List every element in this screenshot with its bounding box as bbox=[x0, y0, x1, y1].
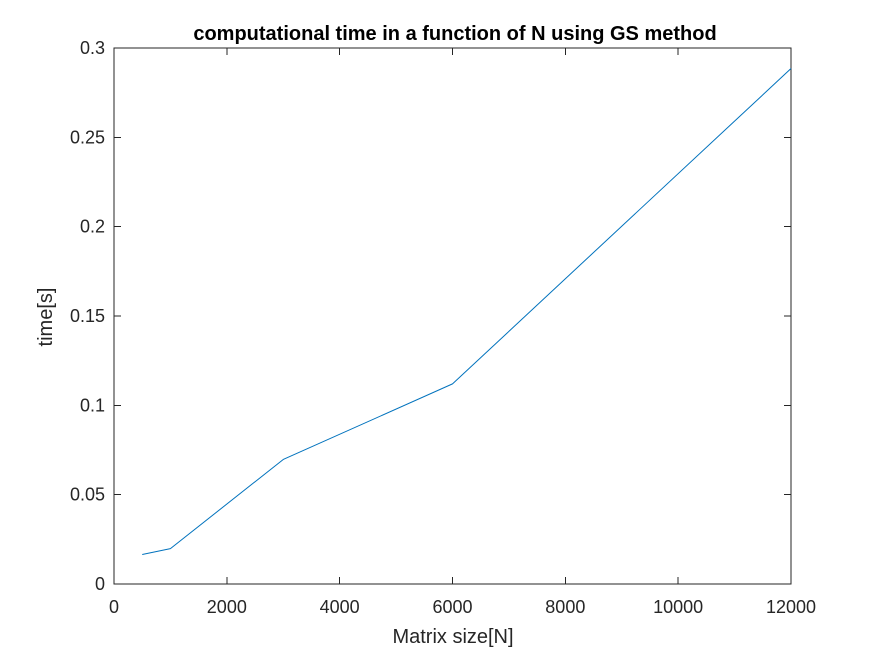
data-point bbox=[791, 68, 792, 69]
data-point bbox=[170, 548, 171, 549]
x-tick-label: 12000 bbox=[766, 597, 816, 617]
y-tick-label: 0.05 bbox=[70, 485, 105, 505]
y-tick-label: 0.15 bbox=[70, 306, 105, 326]
data-point bbox=[142, 554, 143, 555]
y-tick-label: 0.3 bbox=[80, 38, 105, 58]
x-axis-label: Matrix size[N] bbox=[392, 626, 513, 648]
plot-box bbox=[113, 47, 792, 585]
y-tick-label: 0.2 bbox=[80, 217, 105, 237]
x-tick-label: 6000 bbox=[432, 597, 472, 617]
y-tick-label: 0.25 bbox=[70, 127, 105, 147]
data-point bbox=[452, 383, 453, 384]
y-axis-ticks: 0 0.05 0.1 0.15 0.2 0.25 0.3 bbox=[70, 38, 791, 594]
x-tick-label: 0 bbox=[109, 597, 119, 617]
x-axis-ticks: 0 2000 4000 6000 8000 10000 12000 bbox=[109, 48, 816, 617]
x-tick-label: 2000 bbox=[207, 597, 247, 617]
series-line bbox=[142, 68, 792, 556]
plot-area bbox=[113, 47, 792, 585]
y-axis-label: time[s] bbox=[35, 288, 57, 347]
series-group bbox=[142, 68, 792, 556]
x-tick-label: 4000 bbox=[320, 597, 360, 617]
y-tick-label: 0.1 bbox=[80, 395, 105, 415]
data-point bbox=[283, 459, 284, 460]
chart-title: computational time in a function of N us… bbox=[193, 23, 716, 45]
x-tick-label: 10000 bbox=[653, 597, 703, 617]
x-tick-label: 8000 bbox=[545, 597, 585, 617]
y-tick-label: 0 bbox=[95, 574, 105, 594]
